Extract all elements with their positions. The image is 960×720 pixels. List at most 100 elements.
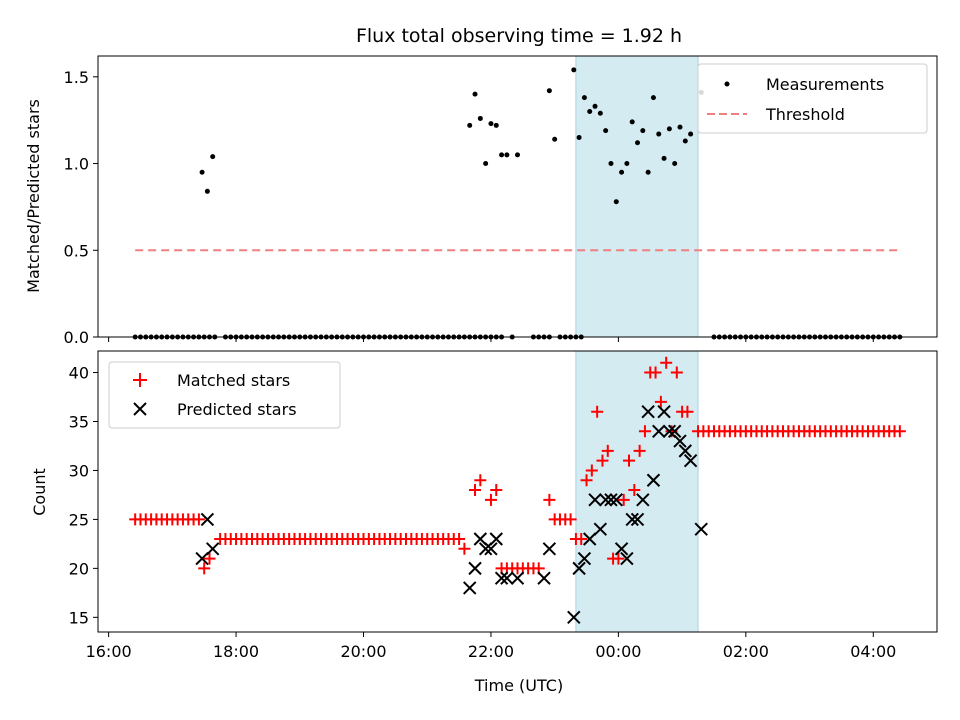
matched-star-point [612, 552, 625, 565]
predicted-star-point [604, 493, 618, 507]
matched-star-point [453, 532, 466, 545]
matched-star-point [893, 425, 906, 438]
predicted-star-point [614, 542, 629, 556]
measurement-point [672, 161, 678, 167]
predicted-star-point [652, 424, 666, 438]
xtick-label: 16:00 [86, 642, 132, 661]
matched-star-point [596, 454, 609, 467]
predicted-star-point [489, 532, 503, 546]
measurement-point [515, 152, 520, 158]
xtick-label: 22:00 [468, 642, 514, 661]
top-panel: 0.0 0.5 1.0 1.5 Matched/Predicted stars Mea… [24, 55, 938, 347]
xtick-label: 20:00 [340, 642, 386, 661]
predicted-star-point [577, 551, 592, 566]
matched-star-point [543, 493, 556, 506]
matched-star-point [670, 366, 683, 379]
matched-star-point [623, 454, 636, 467]
measurement-point [666, 126, 672, 132]
predicted-star-point [542, 542, 557, 556]
measurement-point [587, 109, 593, 115]
predicted-star-point [636, 493, 650, 507]
matched-star-point [580, 474, 593, 487]
matched-star-point [469, 484, 482, 497]
legend-predicted-marker [133, 402, 147, 416]
measurement-point [677, 124, 683, 130]
bottom-panel-ylabel: Count [30, 468, 49, 516]
predicted-star-point [657, 404, 671, 419]
ytick-label: 20 [69, 559, 89, 578]
legend-matched-label: Matched stars [177, 371, 290, 390]
bottom-panel: 15 20 25 30 35 40 16:00 18:00 20:00 22:00 00:00 02… [30, 350, 938, 695]
predicted-star-point [473, 532, 488, 546]
predicted-star-point [195, 551, 209, 566]
matched-star-point [585, 464, 598, 477]
measurement-point [467, 122, 473, 128]
measurement-point [597, 110, 603, 116]
ytick-label: 40 [69, 364, 89, 383]
ytick-label: 25 [69, 510, 89, 529]
measurement-point [483, 161, 489, 167]
predicted-star-point [463, 581, 477, 595]
bottom-panel-highlight-span [575, 350, 699, 633]
matched-star-point [474, 474, 487, 487]
xtick-label: 00:00 [595, 642, 641, 661]
measurement-point [499, 152, 505, 158]
top-panel-frame [97, 55, 938, 338]
predicted-star-point [662, 424, 677, 438]
matched-star-point [198, 562, 211, 575]
legend-measurements-marker [724, 81, 730, 87]
measurement-point [204, 188, 210, 194]
predicted-star-point [683, 453, 698, 468]
matched-star-point [192, 513, 205, 526]
measurement-point [619, 169, 625, 175]
ytick-label: 1.5 [64, 68, 89, 87]
matched-star-point [649, 366, 662, 379]
ytick-label: 15 [69, 608, 89, 627]
predicted-star-point [583, 532, 597, 546]
predicted-star-point [500, 571, 514, 585]
ytick-label: 30 [69, 461, 89, 480]
measurement-point [682, 138, 688, 144]
measurement-point [656, 131, 662, 137]
measurement-point [571, 67, 577, 73]
ytick-label: 1.0 [64, 155, 89, 174]
matched-star-point [681, 405, 694, 418]
predicted-star-point [641, 404, 655, 419]
matched-star-point [628, 484, 641, 497]
predicted-star-point [678, 444, 693, 458]
measurement-point [608, 161, 614, 167]
legend-measurements-label: Measurements [766, 75, 884, 94]
predicted-star-point [630, 512, 645, 527]
predicted-star-point [468, 561, 482, 576]
legend-matched-marker [133, 373, 147, 387]
measurement-point [210, 154, 216, 160]
measurement-point [504, 152, 510, 158]
predicted-star-point [205, 542, 220, 556]
predicted-star-point [694, 522, 708, 536]
ytick-label: 0.0 [64, 328, 89, 347]
bottom-panel-legend: Matched stars Predicted stars [108, 361, 341, 429]
matched-star-point [564, 513, 577, 526]
predicted-star-point [609, 493, 623, 507]
measurement-point [576, 135, 582, 141]
measurement-point [640, 128, 646, 134]
predicted-star-point [667, 424, 682, 438]
measurement-point [661, 155, 667, 161]
measurement-point [635, 140, 641, 146]
matched-star-point [591, 405, 604, 418]
xtick-label: 02:00 [723, 642, 769, 661]
matched-star-point [490, 484, 503, 497]
predicted-star-point [572, 561, 586, 576]
predicted-star-point [510, 571, 525, 585]
bottom-legend-box [108, 361, 341, 429]
legend-threshold-label: Threshold [765, 105, 845, 124]
ytick-label: 35 [69, 412, 89, 431]
measurement-point [493, 122, 499, 128]
top-panel-highlight-span [575, 55, 699, 338]
measurement-point [488, 121, 494, 127]
measurement-point [603, 128, 609, 134]
matched-star-point [203, 552, 216, 565]
measurement-point [688, 131, 694, 137]
xtick-label: 04:00 [850, 642, 896, 661]
